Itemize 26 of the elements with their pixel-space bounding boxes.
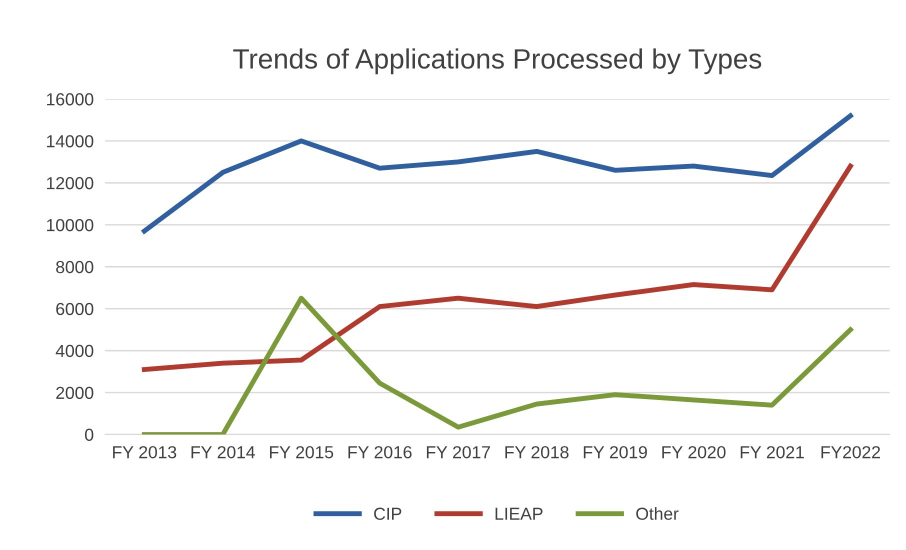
x-tick-label: FY2022 [821,446,880,458]
y-tick-label: 14000 [47,135,94,148]
y-tick-label: 16000 [47,93,94,106]
x-tick-label: FY 2015 [270,446,334,458]
y-tick-label: 6000 [56,302,94,316]
x-tick-label: FY 2014 [192,446,255,458]
legend-label: Other [636,507,679,520]
line-series [142,296,853,434]
x-tick-label: FY 2016 [348,446,412,458]
x-tick-label: FY 2020 [662,446,726,458]
legend-label: LIEAP [496,508,542,520]
y-tick-label: 2000 [56,386,94,400]
y-tick-label: 12000 [47,177,94,190]
x-tick-label: FY 2019 [584,446,647,458]
chart-title: Trends of Applications Processed by Types [233,48,762,74]
y-tick-label: 0 [85,428,94,441]
x-tick-label: FY 2013 [113,446,176,458]
x-tick-label: FY 2017 [426,446,490,458]
x-tick-label: FY 2021 [740,446,804,458]
y-tick-label: 10000 [47,218,94,232]
y-tick-label: 8000 [56,260,94,274]
legend-label: CIP [374,508,402,520]
y-tick-label: 4000 [56,344,94,358]
x-tick-label: FY 2018 [505,446,569,458]
line-series [142,113,853,234]
line-series [142,164,853,372]
